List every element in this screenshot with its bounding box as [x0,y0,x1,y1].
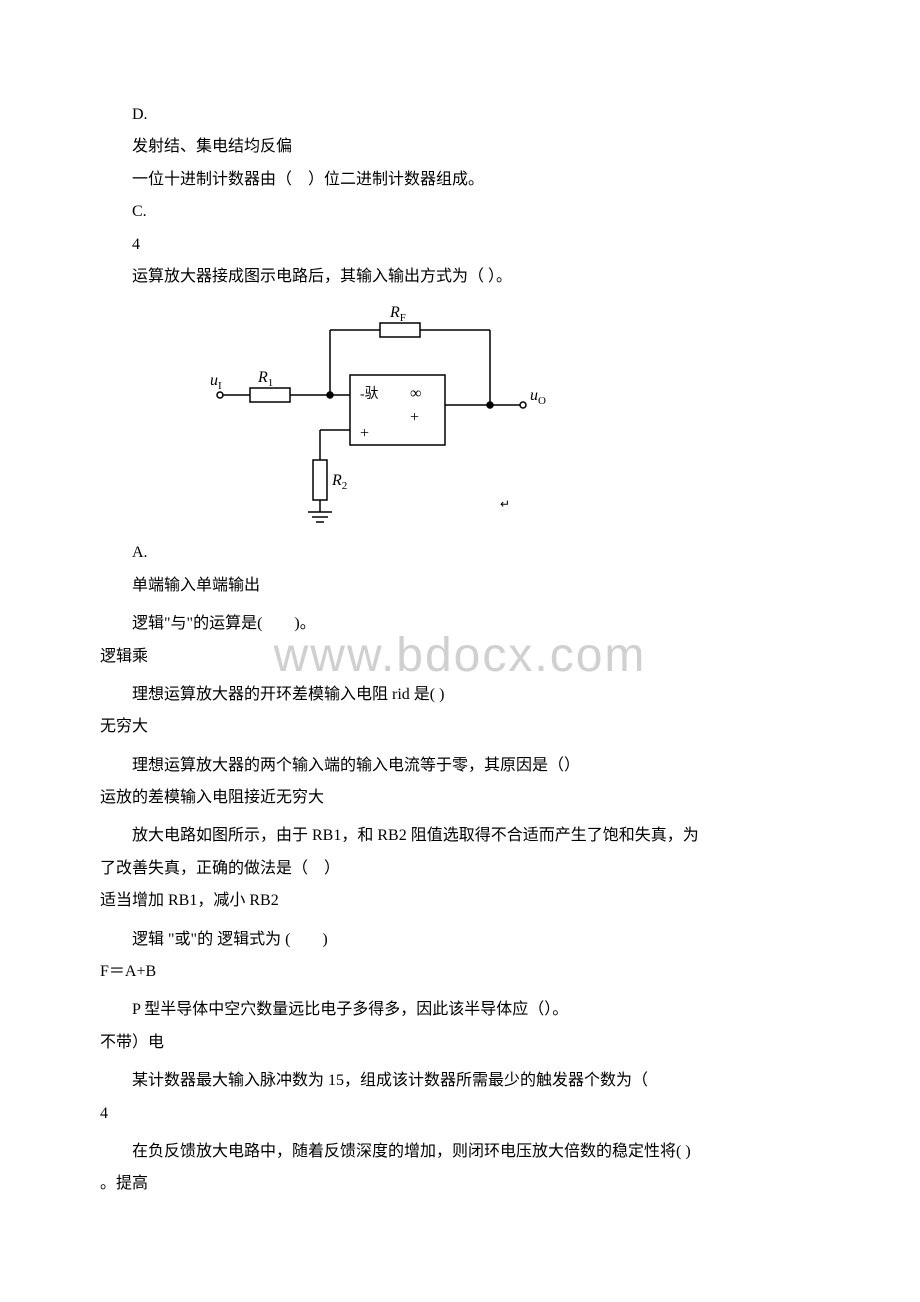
q1-option-text: 发射结、集电结均反偏 [100,132,820,162]
label-r1: R1 [257,369,273,389]
q2-option-value: 4 [100,230,820,260]
q5-text: 理想运算放大器的开环差模输入电阻 rid 是( ) [100,680,820,710]
document-content: D. 发射结、集电结均反偏 一位十进制计数器由（ ）位二进制计数器组成。 C. … [100,100,820,1200]
q6-answer: 运放的差模输入电阻接近无穷大 [100,783,820,813]
q3-option-letter: A. [100,538,820,568]
q8-answer: F＝A+B [100,957,820,987]
q10-answer: 4 [100,1099,820,1129]
q9-answer: 不带）电 [100,1028,820,1058]
q11-text: 在负反馈放大电路中，随着反馈深度的增加，则闭环电压放大倍数的稳定性将( ) [100,1137,820,1167]
q9-text: P 型半导体中空穴数量远比电子多得多，因此该半导体应（）。 [100,995,820,1025]
diagram-return-mark: ↵ [500,497,510,511]
label-ui: uI [210,372,222,392]
q7-text-a: 放大电路如图所示，由于 RB1，和 RB2 阻值选取得不合适而产生了饱和失真，为 [100,821,820,851]
label-rf: RF [389,304,406,324]
q4-answer: 逻辑乘 [100,642,820,672]
label-r2: R2 [331,472,347,492]
q6-text: 理想运算放大器的两个输入端的输入电流等于零，其原因是（） [100,751,820,781]
opamp-plus2: + [360,425,369,442]
opamp-neg: -驮 [360,386,379,402]
q11-answer: 。提高 [100,1169,820,1199]
q3-text: 运算放大器接成图示电路后，其输入输出方式为（ ）。 [100,262,820,292]
q3-option-text: 单端输入单端输出 [100,571,820,601]
q7-text-b: 了改善失真，正确的做法是（ ） [100,854,820,884]
label-uo: uO [530,387,546,407]
q10-text: 某计数器最大输入脉冲数为 15，组成该计数器所需最少的触发器个数为（ [100,1066,820,1096]
q5-answer: 无穷大 [100,712,820,742]
q2-text: 一位十进制计数器由（ ）位二进制计数器组成。 [100,165,820,195]
q2-option-letter: C. [100,197,820,227]
opamp-circuit-diagram: uI R1 RF R2 uO -驮 ∞ + + ↵ [200,300,560,530]
opamp-inf: ∞ [410,385,421,402]
q8-text: 逻辑 "或"的 逻辑式为 ( ) [100,925,820,955]
q1-option-letter: D. [100,100,820,130]
q4-text: 逻辑"与"的运算是( )。 [100,609,820,639]
q7-answer: 适当增加 RB1，减小 RB2 [100,886,820,916]
opamp-plus1: + [410,409,419,426]
